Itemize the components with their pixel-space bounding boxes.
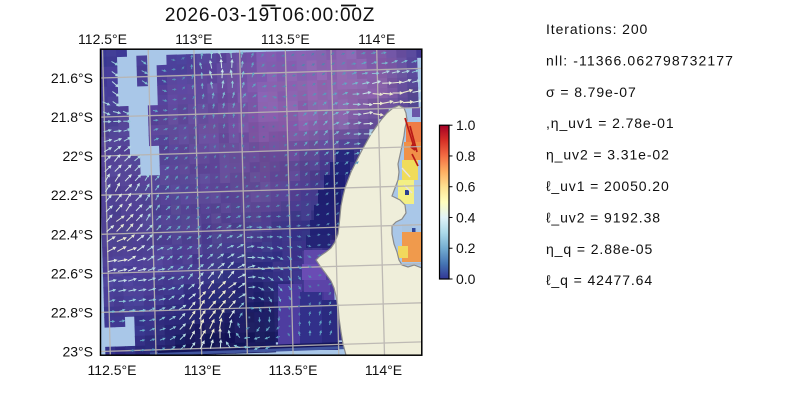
svg-text:ℓ_uv2 = 9192.38: ℓ_uv2 = 9192.38: [546, 209, 661, 225]
svg-text:0.0: 0.0: [456, 271, 476, 287]
svg-text:113.5°E: 113.5°E: [269, 362, 318, 378]
svg-text:23°S: 23°S: [62, 344, 93, 360]
svg-text:22°S: 22°S: [62, 148, 93, 164]
svg-text:,η_uv1 = 2.78e-01: ,η_uv1 = 2.78e-01: [546, 115, 675, 131]
svg-text:η_uv2 = 3.31e-02: η_uv2 = 3.31e-02: [546, 147, 670, 163]
svg-text:113.5°E: 113.5°E: [261, 31, 310, 47]
svg-text:0.6: 0.6: [456, 179, 476, 195]
svg-text:112.5°E: 112.5°E: [78, 31, 127, 47]
svg-text:113°E: 113°E: [184, 362, 221, 378]
svg-text:1.0: 1.0: [456, 117, 476, 133]
svg-text:0.2: 0.2: [456, 240, 476, 256]
svg-text:η_q = 2.88e-05: η_q = 2.88e-05: [546, 241, 653, 257]
svg-text:σ = 8.79e-07: σ = 8.79e-07: [546, 84, 637, 100]
svg-text:0.8: 0.8: [456, 148, 476, 164]
svg-text:Iterations: 200: Iterations: 200: [546, 21, 648, 37]
svg-text:ℓ_q = 42477.64: ℓ_q = 42477.64: [546, 272, 653, 288]
svg-text:114°E: 114°E: [358, 31, 395, 47]
svg-text:nll: -11366.062798732177: nll: -11366.062798732177: [546, 52, 734, 68]
svg-text:0.4: 0.4: [456, 209, 476, 225]
svg-text:21.8°S: 21.8°S: [51, 109, 93, 125]
svg-text:22.6°S: 22.6°S: [51, 265, 93, 281]
svg-text:22.8°S: 22.8°S: [51, 304, 93, 320]
svg-text:2026-03-19T06:00:00Z: 2026-03-19T06:00:00Z: [165, 5, 375, 26]
svg-text:114°E: 114°E: [365, 362, 402, 378]
svg-text:ℓ_uv1 = 20050.20: ℓ_uv1 = 20050.20: [546, 178, 670, 194]
svg-text:112.5°E: 112.5°E: [88, 362, 137, 378]
svg-text:22.2°S: 22.2°S: [51, 187, 93, 203]
svg-text:22.4°S: 22.4°S: [51, 226, 93, 242]
svg-text:113°E: 113°E: [175, 31, 212, 47]
svg-text:21.6°S: 21.6°S: [51, 70, 93, 86]
